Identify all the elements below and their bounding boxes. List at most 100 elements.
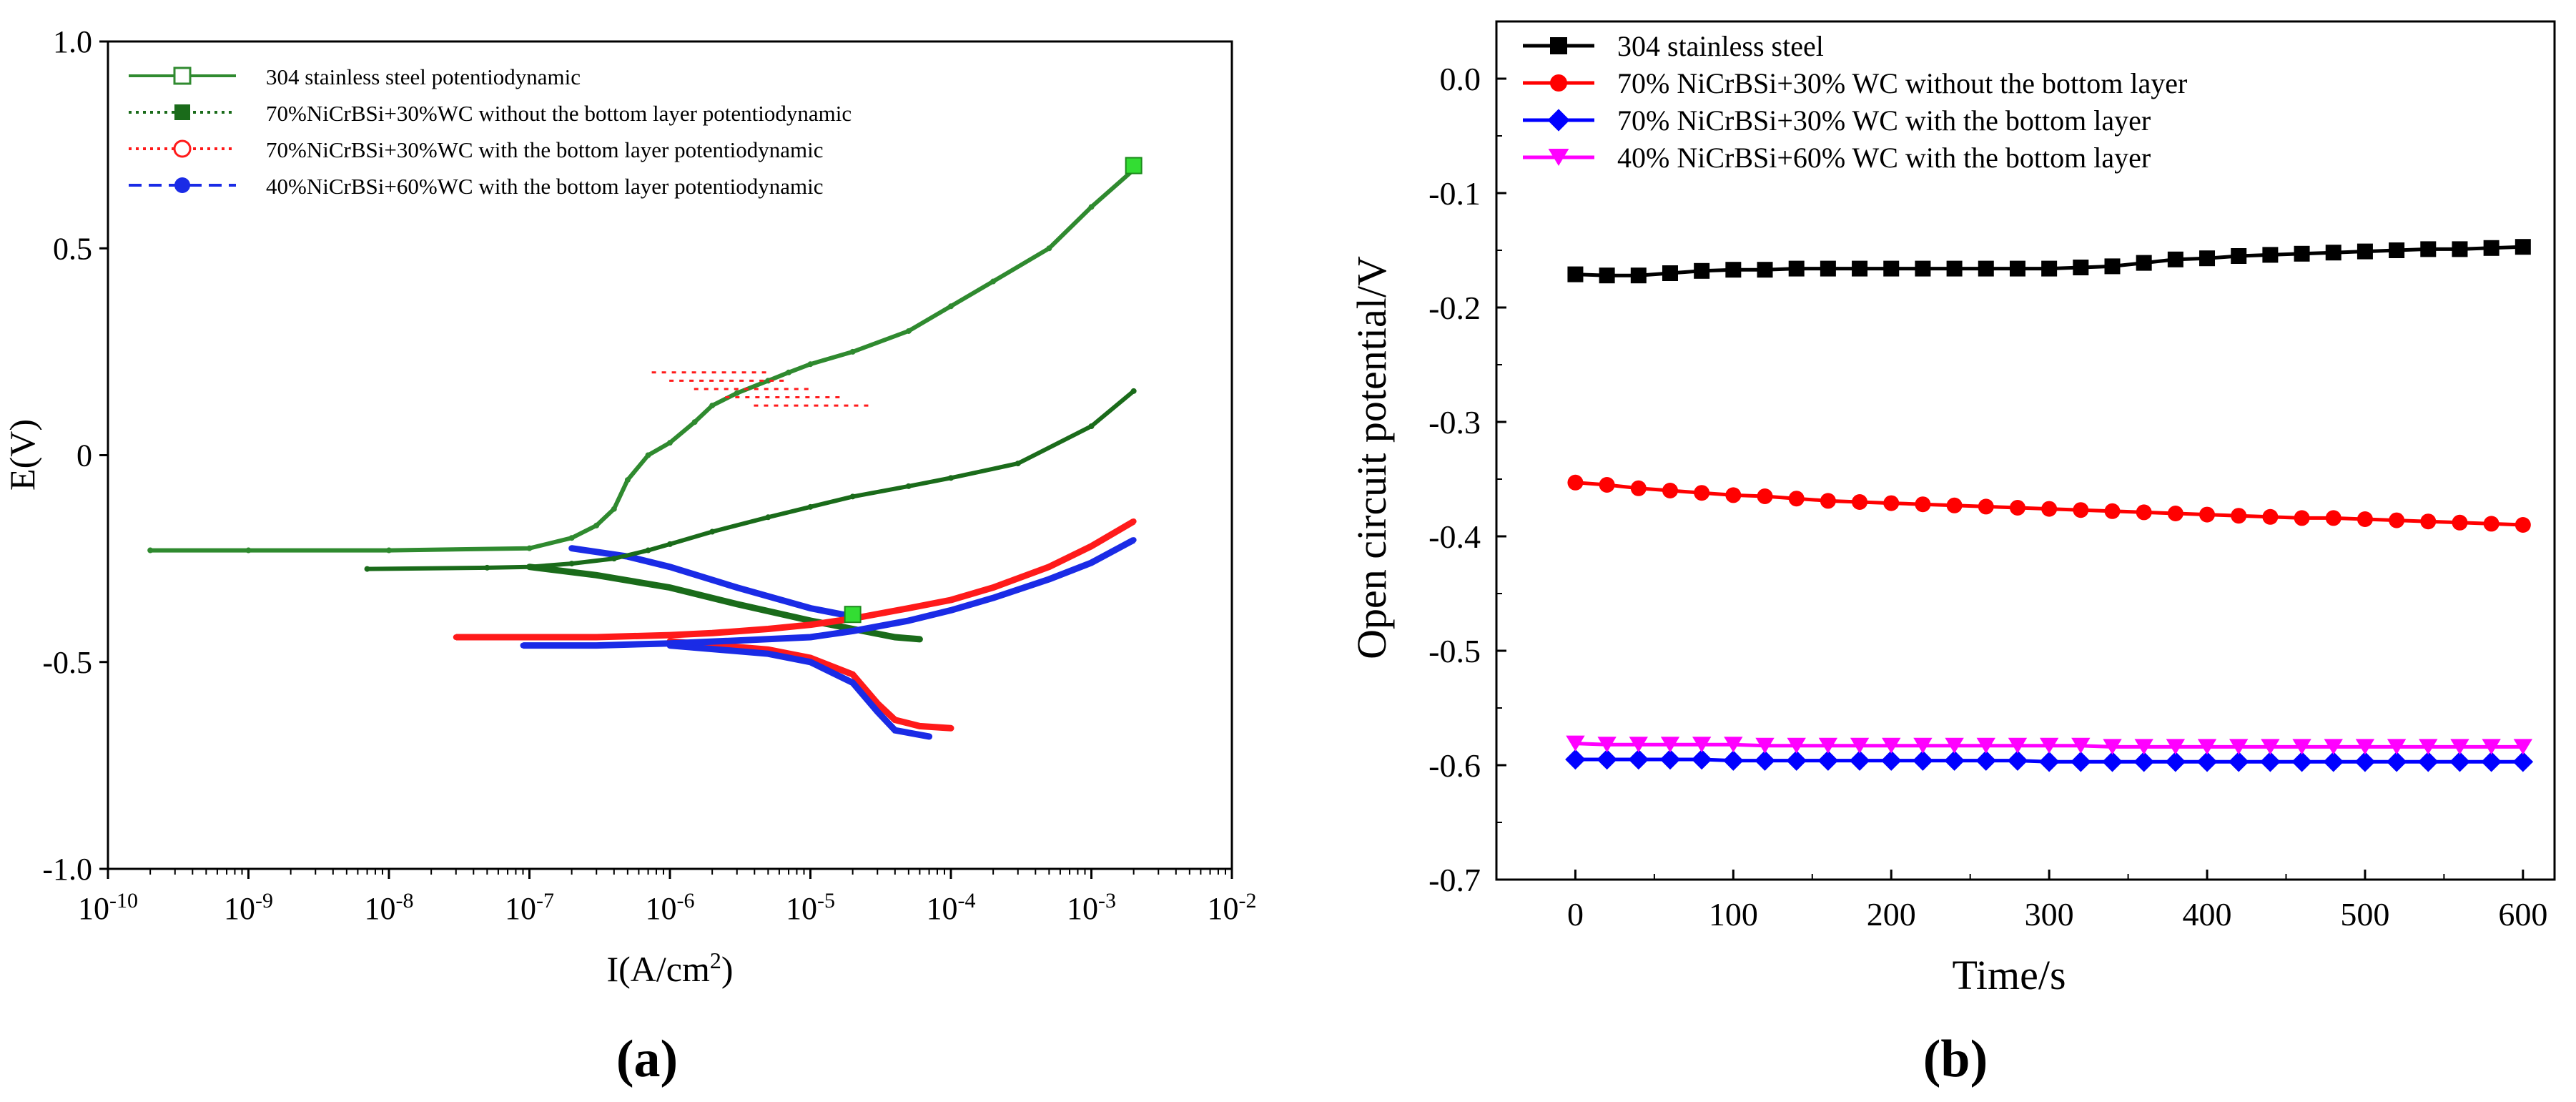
series-point-a: [1130, 537, 1137, 543]
series-point-b: [1883, 495, 1900, 511]
series-point-b: [2008, 737, 2028, 754]
series-point-b: [2483, 240, 2499, 256]
series-point-b: [2417, 751, 2439, 772]
x-tick-label-a: 10-6: [646, 889, 695, 927]
series-point-a: [948, 475, 954, 481]
series-point-b: [1883, 260, 1900, 277]
series-point-a: [765, 378, 771, 384]
series-point-b: [1597, 737, 1617, 753]
y-tick-label-b: -0.7: [1428, 862, 1481, 898]
legend-label-a: 40%NiCrBSi+60%WC with the bottom layer p…: [266, 174, 823, 199]
series-point-b: [2166, 739, 2186, 755]
series-point-a: [484, 564, 490, 571]
x-tick-label-b: 0: [1567, 896, 1584, 933]
series-point-b: [2104, 503, 2121, 519]
chart-b-plot-area: [1495, 20, 2556, 881]
series-point-a: [611, 556, 617, 562]
series-point-b: [2038, 751, 2060, 772]
series-point-a: [905, 483, 912, 489]
series-point-a: [667, 541, 673, 547]
series-point-b: [1662, 265, 1678, 281]
series-point-a: [1130, 518, 1137, 525]
x-tick-label-b: 500: [2340, 896, 2389, 933]
series-point-b: [2073, 502, 2089, 518]
series-point-a: [990, 278, 997, 285]
series-point-a: [386, 547, 392, 554]
legend-marker-a: [173, 67, 192, 85]
series-point-a: [948, 303, 954, 310]
series-point-a: [691, 419, 698, 425]
series-point-b: [2041, 501, 2058, 517]
series-point-b: [1724, 737, 1743, 753]
series-point-b: [2355, 739, 2375, 755]
y-tick-label-a: 0.5: [53, 231, 92, 266]
series-point-b: [2229, 739, 2249, 755]
series-point-b: [1849, 750, 1870, 771]
series-point-b: [2009, 260, 2025, 277]
x-tick-label-a: 10-2: [1208, 889, 1257, 927]
y-tick-label-b: 0.0: [1440, 61, 1481, 97]
series-point-a: [1046, 564, 1052, 570]
series-point-a: [593, 634, 600, 641]
series-point-a: [807, 503, 814, 510]
legend-label-b: 70% NiCrBSi+30% WC with the bottom layer: [1617, 104, 2151, 137]
series-point-b: [2354, 751, 2376, 772]
series-point-b: [2167, 251, 2183, 267]
series-point-b: [2294, 510, 2310, 526]
series-point-b: [1567, 474, 1584, 491]
series-point-a: [1088, 423, 1095, 430]
series-point-b: [1820, 493, 1836, 509]
series-point-a: [905, 617, 912, 624]
series-point-a: [905, 605, 912, 611]
series-point-b: [2325, 510, 2341, 526]
series-line-a: [367, 389, 1135, 571]
series-point-b: [2262, 247, 2279, 263]
x-tick-label-b: 300: [2025, 896, 2074, 933]
series-point-b: [1852, 494, 1868, 510]
x-tick-label-a: 10-9: [224, 889, 273, 927]
green-marker: [844, 606, 862, 624]
x-tick-label-b: 200: [1867, 896, 1916, 933]
legend-label-a: 70%NiCrBSi+30%WC with the bottom layer p…: [266, 137, 823, 162]
series-point-b: [2071, 751, 2091, 772]
series-point-b: [2260, 751, 2281, 772]
chart-a-legend: 304 stainless steel potentiodynamic 70%Ni…: [129, 64, 852, 199]
chart-a-series: [147, 157, 1143, 740]
series-point-a: [849, 493, 856, 500]
cathodic-branch: [568, 545, 857, 620]
series-line-a: [523, 537, 1135, 649]
series-point-b: [2291, 751, 2312, 772]
x-tick-label-b: 400: [2183, 896, 2232, 933]
series-point-b: [1913, 750, 1933, 771]
series-point-a: [807, 634, 814, 641]
series-point-b: [2387, 739, 2407, 755]
series-point-a: [734, 390, 740, 396]
series-point-b: [2324, 739, 2343, 755]
series-point-b: [1978, 498, 1994, 515]
cathodic-branch: [666, 642, 933, 740]
series-point-b: [2261, 739, 2280, 755]
series-point-b: [2039, 737, 2059, 754]
series-point-b: [2449, 751, 2470, 772]
series-point-b: [2196, 751, 2218, 772]
series-point-b: [2294, 245, 2310, 262]
series-point-b: [2167, 506, 2183, 521]
series-point-a: [948, 607, 954, 614]
chart-b-axes: 0.0 -0.1 -0.2 -0.3 -0.4 -0.5 -0.6 -0.7 0 100 200 30…: [1428, 61, 2547, 933]
series-point-b: [2513, 739, 2533, 755]
series-point-b: [1660, 737, 1680, 753]
series-point-b: [2481, 751, 2502, 772]
chart-a: 1.0 0.5 0 -0.5 -1.010-10 10-9 10-8 10-7 10-6 10-5…: [2, 24, 1257, 1088]
series-point-a: [453, 634, 459, 641]
series-point-a: [1015, 461, 1021, 467]
series-point-b: [2512, 751, 2534, 772]
series-point-b: [1757, 262, 1773, 278]
series-point-b: [1913, 737, 1933, 754]
series-point-a: [1088, 559, 1095, 566]
series-point-b: [2231, 248, 2247, 264]
series-point-a: [1130, 388, 1137, 394]
series-point-b: [2041, 260, 2058, 277]
series-point-a: [786, 369, 792, 375]
legend-marker-b: [1547, 109, 1570, 132]
y-tick-label-b: -0.3: [1428, 404, 1481, 441]
